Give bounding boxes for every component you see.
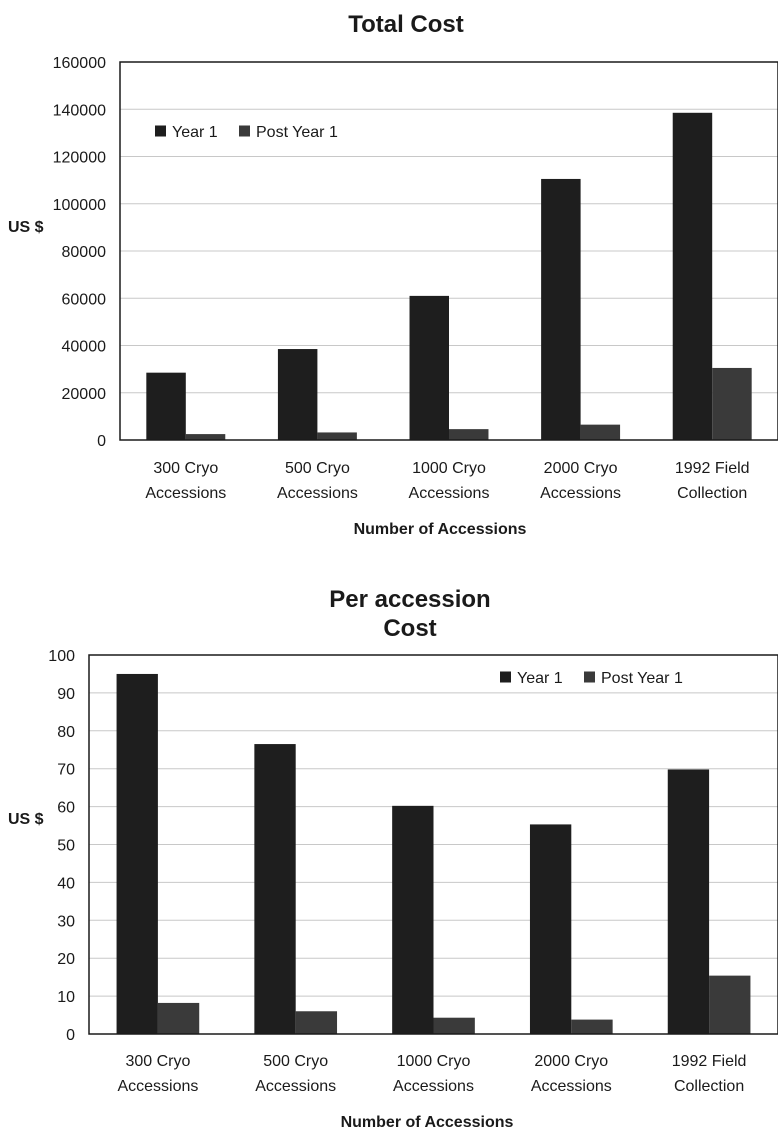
bar-year-1 [667, 769, 710, 1034]
bar-year-1 [392, 805, 434, 1034]
y-tick-label: 80 [57, 724, 75, 741]
y-tick-labels: 0 10 20 30 40 50 60 70 80 90 100 [48, 648, 75, 1044]
y-tick-label: 20 [57, 951, 75, 968]
category-label: 1000 Cryo [412, 460, 486, 477]
legend-label: Year 1 [172, 124, 218, 141]
y-tick-label: 70 [57, 762, 75, 779]
plot-frame [88, 654, 778, 1035]
chart-title-line: Per accession [329, 586, 490, 613]
y-tick-label: 40 [57, 875, 75, 892]
y-tick-label: 60 [57, 800, 75, 817]
bar-year-1 [277, 349, 318, 440]
legend-label: Post Year 1 [256, 124, 338, 141]
category-label: Accessions [540, 485, 621, 502]
bar-post-year-1 [295, 1011, 338, 1034]
bar-year-1 [529, 824, 572, 1034]
category-label: Collection [674, 1078, 744, 1095]
y-tick-label: 90 [57, 686, 75, 703]
category-label: 1992 Field [675, 460, 750, 477]
bar-post-year-1 [709, 975, 751, 1034]
bar-year-1 [146, 372, 186, 440]
category-labels: 300 Cryo Accessions 500 Cryo Accessions 1000… [145, 460, 749, 502]
bar-post-year-1 [571, 1019, 613, 1034]
legend-background [151, 119, 356, 143]
category-labels: 300 Cryo Accessions 500 Cryo Accessions 1000… [117, 1053, 746, 1095]
legend-label: Post Year 1 [601, 670, 683, 687]
per-accession-cost-chart: Per accession Cost US $ Number of Accessi… [8, 586, 778, 1130]
chart-title: Total Cost [348, 11, 464, 38]
y-tick-label: 50 [57, 838, 75, 855]
chart-title-line: Cost [383, 615, 436, 642]
category-label: Accessions [117, 1078, 198, 1095]
bar-post-year-1 [449, 429, 489, 440]
x-axis-label: Number of Accessions [354, 521, 527, 538]
y-tick-label: 160000 [53, 55, 106, 72]
bars [146, 112, 752, 440]
y-tick-label: 100 [48, 648, 75, 665]
y-axis-label: US $ [8, 811, 44, 828]
bar-post-year-1 [580, 424, 621, 440]
bars [116, 673, 751, 1034]
category-label: Accessions [409, 485, 490, 502]
category-label: 500 Cryo [263, 1053, 328, 1070]
category-label: Accessions [531, 1078, 612, 1095]
plot-frame [119, 61, 778, 441]
category-label: 1000 Cryo [397, 1053, 471, 1070]
legend-swatch [239, 125, 250, 137]
bar-post-year-1 [712, 367, 752, 440]
category-label: Accessions [145, 485, 226, 502]
y-tick-label: 30 [57, 913, 75, 930]
y-tick-label: 120000 [53, 150, 106, 167]
y-tick-label: 80000 [62, 244, 107, 261]
bar-year-1 [672, 112, 713, 440]
y-tick-labels: 0 20000 40000 60000 80000 100000 120000 140000 1… [53, 55, 106, 450]
bar-post-year-1 [185, 434, 226, 440]
y-tick-label: 40000 [62, 339, 107, 356]
category-label: 300 Cryo [125, 1053, 190, 1070]
legend-swatch [155, 125, 166, 137]
category-label: 2000 Cryo [544, 460, 618, 477]
y-tick-label: 60000 [62, 291, 107, 308]
y-tick-label: 140000 [53, 102, 106, 119]
bar-post-year-1 [317, 432, 357, 440]
x-axis-label: Number of Accessions [341, 1114, 514, 1130]
legend-swatch [584, 671, 595, 683]
total-cost-chart: Total Cost US $ Number of Accessions 0 20… [8, 11, 778, 538]
category-label: 1992 Field [672, 1053, 747, 1070]
bar-post-year-1 [157, 1002, 200, 1034]
legend: Year 1 Post Year 1 [151, 119, 356, 143]
y-tick-label: 0 [97, 433, 106, 450]
category-label: Accessions [393, 1078, 474, 1095]
bar-year-1 [116, 673, 158, 1034]
legend: Year 1 Post Year 1 [496, 665, 761, 689]
category-label: 300 Cryo [153, 460, 218, 477]
bar-year-1 [541, 178, 581, 440]
y-axis-label: US $ [8, 219, 44, 236]
category-label: Collection [677, 485, 747, 502]
chart-title: Per accession Cost [329, 586, 490, 642]
category-label: 500 Cryo [285, 460, 350, 477]
legend-background [496, 665, 761, 689]
bar-post-year-1 [433, 1017, 475, 1034]
y-tick-label: 20000 [62, 386, 107, 403]
category-label: Accessions [255, 1078, 336, 1095]
category-label: 2000 Cryo [534, 1053, 608, 1070]
bar-year-1 [409, 295, 449, 440]
category-label: Accessions [277, 485, 358, 502]
y-tick-label: 100000 [53, 197, 106, 214]
legend-swatch [500, 671, 511, 683]
legend-label: Year 1 [517, 670, 563, 687]
bar-year-1 [254, 744, 296, 1034]
y-tick-label: 0 [66, 1027, 75, 1044]
y-tick-label: 10 [57, 989, 75, 1006]
